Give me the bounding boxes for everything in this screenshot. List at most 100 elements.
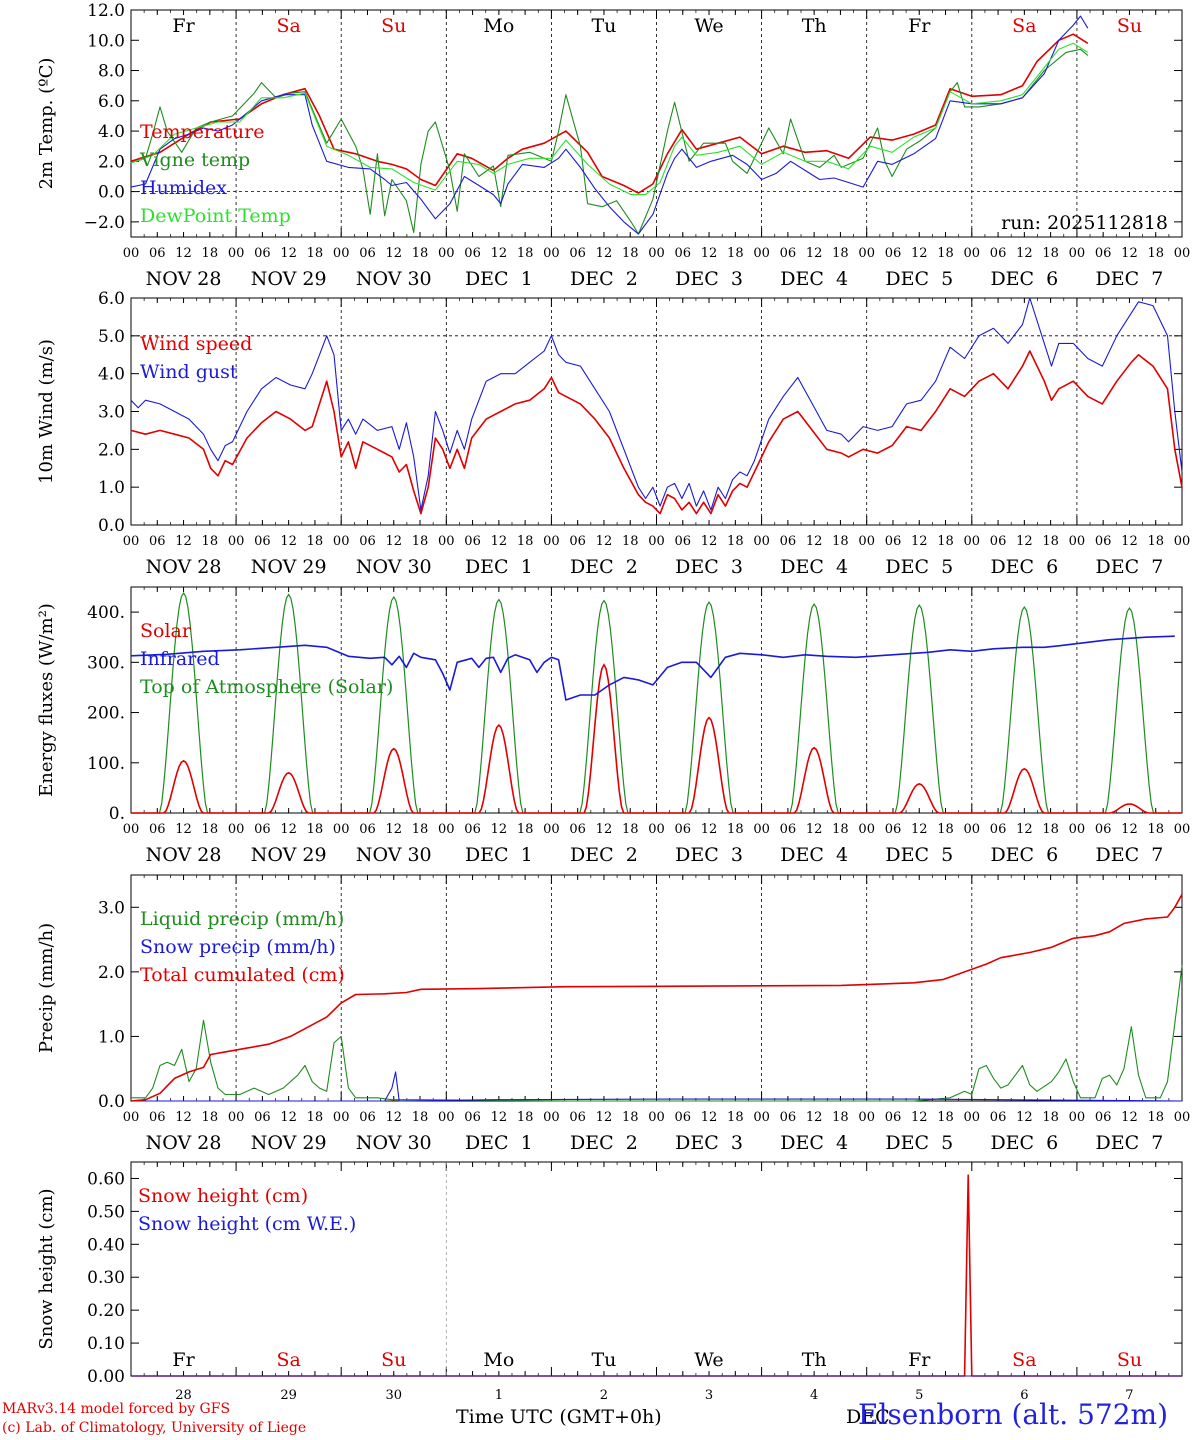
x-hour-label: 18: [727, 1110, 744, 1125]
x-hour-label: 06: [569, 534, 586, 549]
x-hour-label: 18: [202, 1110, 219, 1125]
x-hour-label: 12: [911, 246, 928, 261]
y-tick-label: 10.0: [87, 31, 125, 51]
x-date-label: NOV 29: [251, 268, 327, 290]
x-hour-label: 18: [937, 822, 954, 837]
cumulated-line: [130, 894, 1183, 1102]
x-hour-label: 06: [464, 822, 481, 837]
x-hour-label: 06: [254, 246, 271, 261]
x-date-label: DEC 2: [570, 556, 638, 578]
y-tick-label: 0.50: [87, 1202, 125, 1222]
legend-entry: Snow height (cm W.E.): [138, 1213, 356, 1235]
x-hour-label: 06: [569, 246, 586, 261]
x-hour-label: 00: [753, 1110, 770, 1125]
x-hour-label: 18: [832, 822, 849, 837]
x-hour-label: 00: [543, 822, 560, 837]
day-name-label: Mo: [483, 1349, 514, 1371]
x-hour-label: 00: [228, 1110, 245, 1125]
y-tick-label: 2.0: [98, 963, 125, 983]
x-hour-label: 18: [307, 246, 324, 261]
x-hour-label: 00: [1069, 534, 1086, 549]
day-name-label: Th: [802, 1349, 827, 1371]
x-hour-label: 18: [832, 1110, 849, 1125]
x-hour-label: 12: [701, 822, 718, 837]
day-number-label: 5: [915, 1388, 923, 1403]
x-hour-label: 00: [543, 534, 560, 549]
x-hour-label: 00: [753, 534, 770, 549]
x-axis-title: Time UTC (GMT+0h): [456, 1406, 662, 1428]
x-hour-label: 06: [780, 534, 797, 549]
day-name-label: Fr: [172, 1349, 195, 1371]
x-hour-label: 00: [438, 534, 455, 549]
solar-line: [131, 663, 1182, 814]
panel-3: 400. 300. 200. 100. 0. Energy fluxes (W/m²) 00…: [36, 586, 1190, 866]
x-hour-label: 00: [858, 822, 875, 837]
x-date-label: DEC 2: [570, 844, 638, 866]
x-hour-label: 12: [491, 246, 508, 261]
x-hour-label: 06: [359, 822, 376, 837]
x-hour-label: 12: [701, 1110, 718, 1125]
x-date-label: NOV 28: [146, 268, 222, 290]
x-date-label: DEC 5: [885, 844, 953, 866]
y-tick-label: 0.00: [87, 1367, 125, 1387]
panel-1: 12.0 10.0 8.0 6.0 4.0 2.0 0.0 −2.0 2m Temp. (ºC)…: [36, 1, 1190, 290]
x-hour-label: 18: [1147, 246, 1164, 261]
x-date-label: DEC 6: [990, 556, 1058, 578]
y-axis-label: Energy fluxes (W/m²): [36, 603, 57, 797]
day-name-label: Sa: [276, 15, 300, 37]
legend-entry: Wind speed: [140, 333, 252, 355]
x-hour-label: 00: [648, 1110, 665, 1125]
y-tick-label: 4.0: [98, 122, 125, 142]
x-date-label: DEC 4: [780, 268, 848, 290]
x-hour-label: 00: [753, 246, 770, 261]
y-tick-label: 1.0: [98, 1027, 125, 1047]
x-hour-label: 18: [412, 822, 429, 837]
x-hour-label: 12: [385, 1110, 402, 1125]
x-date-label: DEC 6: [990, 1132, 1058, 1154]
x-hour-label: 06: [359, 246, 376, 261]
x-date-label: DEC 5: [885, 556, 953, 578]
y-tick-label: 0.10: [87, 1334, 125, 1354]
x-hour-label: 18: [517, 246, 534, 261]
x-date-label: DEC 7: [1096, 1132, 1164, 1154]
x-hour-label: 06: [1095, 822, 1112, 837]
x-hour-label: 12: [175, 1110, 192, 1125]
legend-entry: DewPoint Temp: [140, 205, 291, 227]
day-number-label: 2: [600, 1388, 608, 1403]
x-hour-label: 06: [569, 822, 586, 837]
x-hour-label: 06: [254, 1110, 271, 1125]
y-tick-label: 0.0: [98, 516, 125, 536]
y-axis-label: Snow height (cm): [36, 1188, 57, 1349]
x-date-label: DEC 7: [1096, 844, 1164, 866]
x-hour-label: 06: [464, 1110, 481, 1125]
x-hour-label: 00: [964, 246, 981, 261]
y-tick-label: 0.0: [98, 183, 125, 203]
x-hour-label: 12: [385, 246, 402, 261]
legend-entry: Snow precip (mm/h): [140, 936, 336, 958]
x-hour-label: 06: [675, 1110, 692, 1125]
legend-entry: Total cumulated (cm): [140, 964, 345, 986]
y-tick-label: 1.0: [98, 478, 125, 498]
x-hour-label: 00: [964, 822, 981, 837]
x-date-label: NOV 28: [146, 1132, 222, 1154]
day-name-label: Fr: [908, 15, 931, 37]
x-hour-label: 06: [780, 246, 797, 261]
x-date-label: DEC 3: [675, 268, 743, 290]
x-hour-label: 00: [228, 534, 245, 549]
x-hour-label: 12: [806, 822, 823, 837]
x-date-label: DEC 3: [675, 844, 743, 866]
x-hour-label: 00: [1174, 246, 1191, 261]
day-name-label: Tu: [591, 1349, 616, 1371]
x-hour-label: 06: [149, 822, 166, 837]
x-date-label: NOV 30: [356, 844, 432, 866]
day-name-label: Tu: [591, 15, 616, 37]
y-tick-label: 12.0: [87, 1, 125, 21]
x-hour-label: 18: [937, 534, 954, 549]
x-hour-label: 18: [937, 1110, 954, 1125]
x-hour-label: 12: [491, 534, 508, 549]
x-hour-label: 00: [858, 1110, 875, 1125]
wind-speed-line: [130, 350, 1183, 515]
infrared-line: [130, 635, 1175, 701]
x-hour-label: 12: [1121, 1110, 1138, 1125]
x-date-label: NOV 28: [146, 844, 222, 866]
